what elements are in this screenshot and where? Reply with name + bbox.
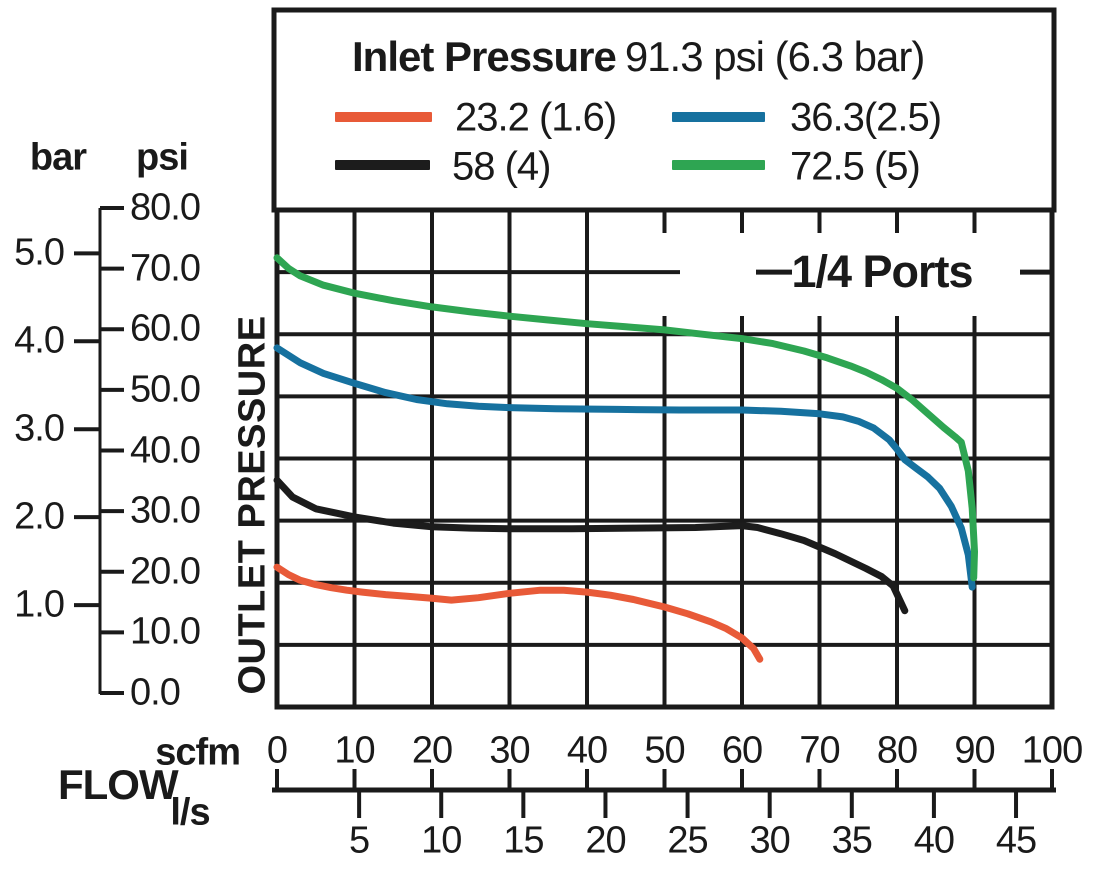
ls-unit-label: l/s: [170, 791, 210, 834]
ls-tick-label: 10: [421, 819, 462, 862]
legend-title: Inlet Pressure 91.3 psi (6.3 bar): [352, 33, 926, 81]
legend-label-36-3: 36.3(2.5): [790, 95, 942, 140]
ls-tick-label: 35: [831, 819, 873, 862]
scfm-tick-label: 70: [799, 729, 840, 772]
bar-tick-label: 1.0: [14, 583, 65, 626]
ls-tick-label: 40: [913, 819, 955, 862]
legend-label-58: 58 (4): [452, 144, 551, 189]
ls-tick-label: 15: [503, 819, 544, 862]
curve-36.3-2.5-: [273, 344, 976, 591]
bar-tick-label: 2.0: [14, 495, 65, 538]
psi-tick-label: 20.0: [130, 550, 201, 593]
scfm-tick-label: 80: [876, 729, 918, 772]
scfm-tick-label: 100: [1021, 729, 1083, 772]
scfm-tick-label: 20: [411, 729, 453, 772]
psi-tick-label: 0.0: [130, 671, 181, 714]
legend-swatch-orange: [335, 112, 432, 122]
psi-tick-label: 40.0: [130, 429, 201, 471]
psi-tick-label: 30.0: [130, 489, 201, 532]
psi-tick-label: 80.0: [130, 186, 201, 229]
legend-swatch-black: [335, 160, 430, 170]
ls-tick-label: 45: [995, 819, 1037, 862]
ports-annotation: 1/4 Ports: [791, 246, 973, 297]
bar-tick-label: 3.0: [14, 407, 65, 450]
psi-tick-label: 70.0: [130, 247, 201, 290]
legend-label-72-5: 72.5 (5): [790, 144, 921, 189]
psi-tick-label: 10.0: [130, 610, 201, 653]
ls-tick-label: 25: [667, 819, 708, 862]
legend-title-bold: Inlet Pressure: [352, 33, 617, 80]
annotation-background: [640, 233, 1030, 316]
plot-frame: [274, 207, 1055, 710]
scfm-unit-label: scfm: [155, 731, 241, 774]
scfm-tick-label: 60: [721, 729, 763, 772]
bar-tick-label: 5.0: [14, 231, 65, 274]
y-axis-label: OUTLET PRESSURE: [231, 315, 274, 695]
bar-tick-label: 4.0: [14, 319, 65, 362]
curve-58-4-: [273, 476, 909, 615]
curve-72.5-5-: [273, 254, 978, 582]
scfm-tick-label: 10: [334, 729, 375, 772]
ls-tick-label: 20: [585, 819, 626, 862]
legend-swatch-green: [672, 160, 765, 170]
scfm-tick-label: 90: [954, 729, 995, 772]
scfm-tick-label: 50: [644, 729, 685, 772]
legend-label-23-2: 23.2 (1.6): [455, 95, 617, 140]
psi-unit-header: psi: [136, 136, 189, 179]
scfm-tick-label: 40: [566, 729, 608, 772]
ls-tick-label: 30: [749, 819, 791, 862]
psi-tick-label: 50.0: [130, 368, 201, 411]
bar-unit-header: bar: [29, 136, 87, 179]
legend-swatch-blue: [672, 112, 765, 122]
psi-tick-label: 60.0: [130, 307, 201, 350]
scfm-tick-label: 0: [266, 729, 288, 772]
scfm-tick-label: 30: [489, 729, 530, 772]
x-axis-label: FLOW: [58, 761, 179, 808]
legend-title-value: 91.3 psi (6.3 bar): [624, 33, 926, 80]
ls-tick-label: 5: [349, 819, 370, 862]
curve-23.2-1.6-: [273, 563, 764, 663]
